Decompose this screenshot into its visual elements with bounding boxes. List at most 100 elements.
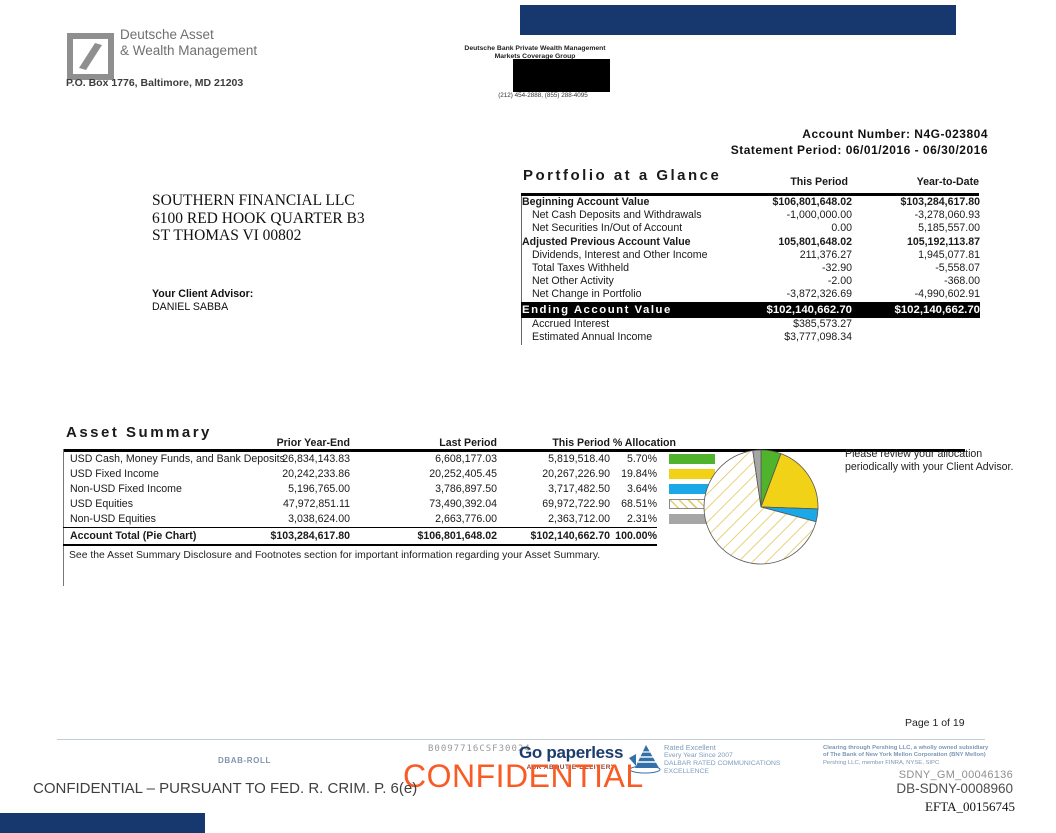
portfolio-row-ytd: 1,945,077.81 <box>918 248 980 261</box>
portfolio-row-label: Accrued Interest <box>532 318 610 331</box>
portfolio-row-label: Net Cash Deposits and Withdrawals <box>532 209 702 222</box>
asset-summary-title: Asset Summary <box>66 424 212 441</box>
pershing-line1: Clearing through Pershing LLC, a wholly … <box>823 745 989 751</box>
asset-row-last: 3,786,897.50 <box>435 483 497 495</box>
asset-col-alloc: % Allocation <box>612 437 676 449</box>
asset-row: USD Equities 47,972,851.11 73,490,392.04 69… <box>63 497 718 512</box>
portfolio-row-this-period: -32.90 <box>821 262 852 275</box>
portfolio-row: Adjusted Previous Account Value 105,801,6… <box>522 236 980 249</box>
asset-total-alloc: 100.00% <box>615 530 657 542</box>
portfolio-row-ytd <box>852 318 980 331</box>
portfolio-rows: Beginning Account Value $106,801,648.02 $1… <box>521 196 980 345</box>
portfolio-row-this-period: 0.00 <box>831 222 852 235</box>
portfolio-row-ytd: 105,192,113.87 <box>906 235 980 248</box>
asset-row-label: USD Cash, Money Funds, and Bank Deposits <box>70 453 285 465</box>
brand-line2: & Wealth Management <box>120 42 258 58</box>
asset-rows: USD Cash, Money Funds, and Bank Deposits… <box>63 452 718 527</box>
asset-row-color-swatch <box>669 454 715 464</box>
portfolio-row: Net Securities In/Out of Account 0.00 5,18… <box>522 222 980 235</box>
account-info: Account Number: N4G-023804 Statement Per… <box>731 127 988 158</box>
pie-slice-4 <box>752 449 762 508</box>
portfolio-row-this-period: $106,801,648.02 <box>772 196 852 208</box>
bottom-redaction-bar <box>0 813 205 833</box>
go-paperless-subtitle: ASK ABOUT E-DELIVERY <box>526 764 616 771</box>
portfolio-col-this-period: This Period <box>790 176 848 188</box>
portfolio-row-ytd: -4,990,602.91 <box>914 288 980 301</box>
dalbar-line4: EXCELLENCE <box>664 768 709 775</box>
group-line1: Deutsche Bank Private Wealth Management <box>464 45 606 52</box>
asset-total-this: $102,140,662.70 <box>530 530 610 542</box>
advisor-label: Your Client Advisor: <box>152 288 254 300</box>
asset-row-alloc: 5.70% <box>626 453 657 465</box>
portfolio-row-ytd <box>852 331 980 344</box>
footer-divider <box>57 739 985 740</box>
portfolio-header-rule <box>521 193 979 196</box>
portfolio-row: Accrued Interest $385,573.27 <box>522 318 980 331</box>
asset-row: USD Cash, Money Funds, and Bank Deposits… <box>63 452 718 467</box>
asset-row-swatch-cell <box>657 452 718 467</box>
asset-row-color-swatch <box>669 484 715 494</box>
portfolio-row-label: Beginning Account Value <box>522 196 650 208</box>
confidential-watermark: CONFIDENTIAL <box>403 758 644 794</box>
asset-footnote: See the Asset Summary Disclosure and Foo… <box>69 550 601 561</box>
asset-row-label: Non-USD Fixed Income <box>70 483 182 495</box>
portfolio-col-ytd: Year-to-Date <box>916 176 979 188</box>
asset-row-color-swatch <box>669 469 715 479</box>
asset-row-prior: 26,834,143.83 <box>282 453 350 465</box>
client-address1: 6100 RED HOOK QUARTER B3 <box>152 209 365 227</box>
asset-col-prior: Prior Year-End <box>276 437 350 449</box>
asset-total-label: Account Total (Pie Chart) <box>70 530 197 542</box>
statement-period: Statement Period: 06/01/2016 - 06/30/201… <box>730 142 988 157</box>
portfolio-row-label: Net Change in Portfolio <box>532 288 642 301</box>
asset-total-prior: $103,284,617.80 <box>270 530 350 542</box>
portfolio-row-this-period: 211,376.27 <box>799 248 852 261</box>
portfolio-row: Ending Account Value $102,140,662.70 $102,… <box>521 301 980 319</box>
pershing-line3: Pershing LLC, member FINRA, NYSE, SIPC <box>823 760 940 766</box>
allocation-pie-chart <box>703 449 819 565</box>
asset-row-alloc: 68.51% <box>621 498 657 510</box>
document-barcode-id: B0097716CSF30024 <box>428 744 531 754</box>
portfolio-row-label: Net Securities In/Out of Account <box>532 222 683 235</box>
asset-total-row: Account Total (Pie Chart) $103,284,617.8… <box>63 527 657 546</box>
portfolio-row-ytd: 5,185,557.00 <box>918 222 980 235</box>
asset-row-prior: 20,242,233.86 <box>282 468 350 480</box>
asset-row-last: 73,490,392.04 <box>429 498 497 510</box>
top-redaction-bar <box>520 5 956 35</box>
asset-row-prior: 47,972,851.11 <box>283 498 350 510</box>
advisor-name: DANIEL SABBA <box>152 301 229 313</box>
portfolio-row-this-period: $385,573.27 <box>793 318 852 331</box>
asset-header-rule <box>63 449 965 452</box>
client-address: SOUTHERN FINANCIAL LLC 6100 RED HOOK QUA… <box>152 192 365 245</box>
bates-efta: EFTA_00156745 <box>925 799 1015 814</box>
asset-row: Non-USD Equities 3,038,624.00 2,663,776.00… <box>63 512 718 527</box>
asset-row: USD Fixed Income 20,242,233.86 20,252,405.… <box>63 467 718 482</box>
asset-row-label: USD Fixed Income <box>70 468 159 480</box>
allocation-note-line2: periodically with your Client Advisor. <box>845 461 1014 473</box>
pershing-disclosure: Clearing through Pershing LLC, a wholly … <box>823 745 988 767</box>
asset-row-last: 20,252,405.45 <box>429 468 497 480</box>
go-paperless-title: Go paperless <box>519 743 624 762</box>
portfolio-row-label: Estimated Annual Income <box>532 331 653 344</box>
portfolio-row-ytd: $103,284,617.80 <box>900 196 980 208</box>
bates-sdny-gm: SDNY_GM_00046136 <box>898 769 1013 781</box>
asset-row-this: 3,717,482.50 <box>548 483 610 495</box>
allocation-note-line1: Please review your allocation <box>845 448 983 460</box>
coverage-group-block: Deutsche Bank Private Wealth Management … <box>455 45 615 61</box>
portfolio-row-label: Dividends, Interest and Other Income <box>532 248 708 261</box>
brand-name: Deutsche Asset & Wealth Management <box>120 27 257 58</box>
portfolio-row-this-period: -1,000,000.00 <box>786 209 852 222</box>
asset-row-swatch-cell <box>657 482 718 497</box>
portfolio-row-this-period: -3,872,326.69 <box>786 288 852 301</box>
portfolio-row: Net Change in Portfolio -3,872,326.69 -4,9… <box>522 288 980 301</box>
group-phone: (212) 454-2888, (855) 288-4095 <box>498 92 588 99</box>
pie-slice-1 <box>760 453 819 510</box>
asset-row-prior: 3,038,624.00 <box>288 513 350 525</box>
asset-row-swatch-cell <box>657 467 718 482</box>
brand-line1: Deutsche Asset <box>120 27 214 42</box>
portfolio-row: Total Taxes Withheld -32.90 -5,558.07 <box>522 262 980 275</box>
portfolio-row-this-period: $3,777,098.34 <box>784 331 852 344</box>
asset-row-color-swatch <box>669 514 715 524</box>
asset-row-last: 2,663,776.00 <box>435 513 497 525</box>
pie-slice-3 <box>703 450 817 565</box>
